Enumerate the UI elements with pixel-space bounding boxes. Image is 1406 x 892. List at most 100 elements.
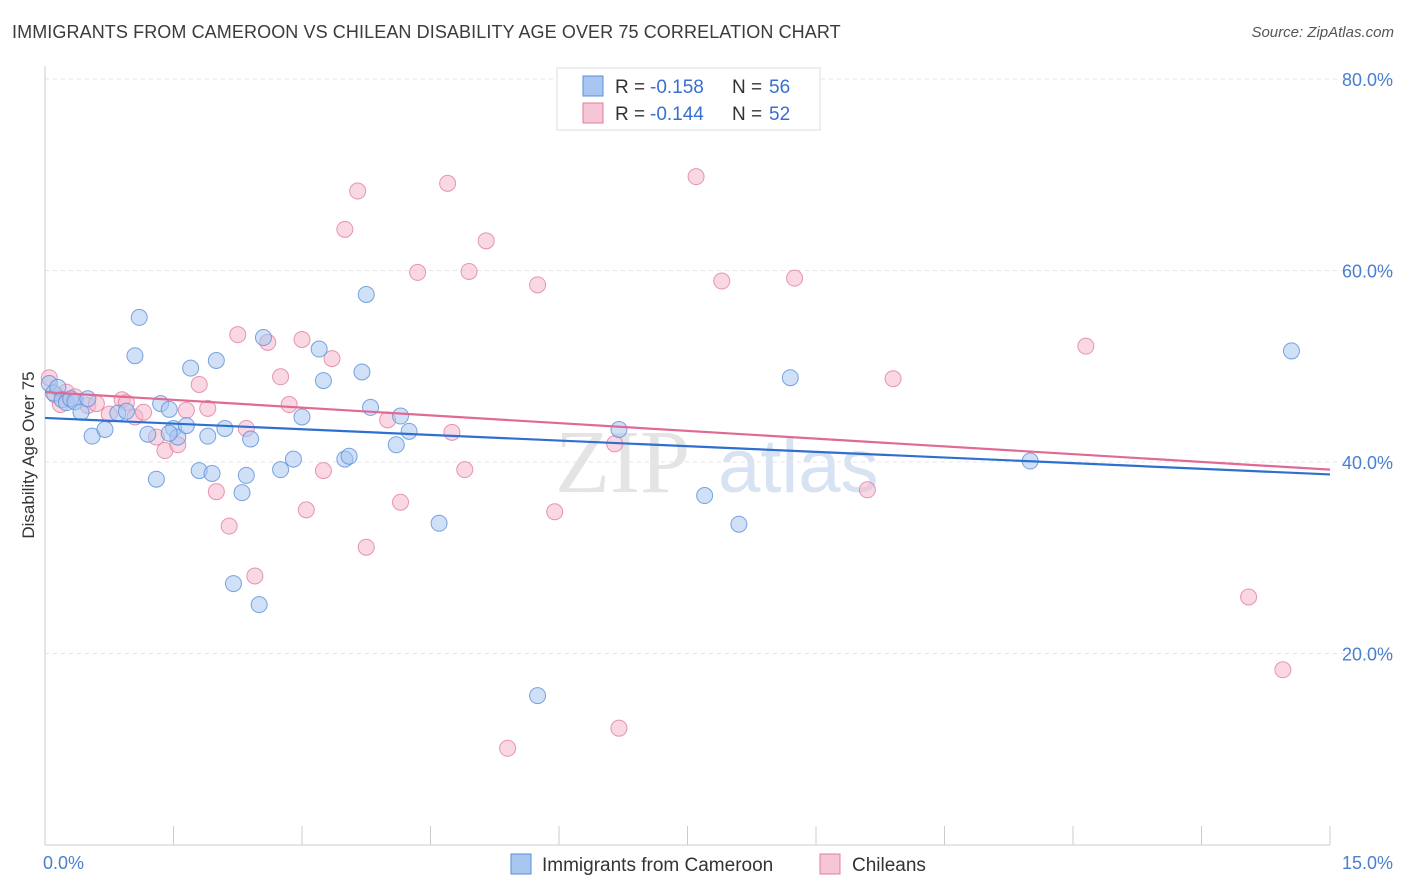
legend-n-value-1: 56	[769, 77, 790, 98]
point-chileans	[246, 567, 264, 585]
y-tick-label: 40.0%	[1342, 453, 1393, 473]
point-chileans	[610, 719, 628, 737]
bottom-legend-swatch-blue	[510, 853, 532, 875]
point-cameroon	[353, 363, 371, 381]
legend-r-value-2: -0.144	[650, 104, 704, 125]
point-cameroon	[284, 450, 302, 468]
point-cameroon	[160, 400, 178, 418]
point-cameroon	[730, 515, 748, 533]
point-chileans	[392, 493, 410, 511]
point-cameroon	[1282, 342, 1300, 360]
point-cameroon	[160, 424, 178, 442]
point-chileans	[1274, 661, 1292, 679]
legend-n-label-2: N =	[732, 104, 762, 125]
chart-title: IMMIGRANTS FROM CAMEROON VS CHILEAN DISA…	[12, 22, 841, 42]
point-chileans	[190, 375, 208, 393]
y-axis-label: Disability Age Over 75	[19, 371, 38, 538]
point-cameroon	[293, 408, 311, 426]
point-chileans	[546, 503, 564, 521]
trend-line-cameroon	[44, 416, 1331, 476]
point-cameroon	[314, 372, 332, 390]
point-chileans	[357, 538, 375, 556]
data-points	[40, 168, 1300, 757]
point-cameroon	[357, 285, 375, 303]
point-cameroon	[233, 484, 251, 502]
legend-n-label-1: N =	[732, 77, 762, 98]
point-cameroon	[130, 308, 148, 326]
point-cameroon	[147, 470, 165, 488]
point-chileans	[349, 182, 367, 200]
point-chileans	[439, 174, 457, 192]
point-chileans	[280, 396, 298, 414]
bottom-legend-label-chileans: Chileans	[852, 855, 926, 876]
point-chileans	[477, 232, 495, 250]
point-cameroon	[203, 464, 221, 482]
correlation-legend: R = -0.158 N = 56 R = -0.144 N = 52	[556, 67, 821, 131]
point-chileans	[456, 461, 474, 479]
point-cameroon	[392, 407, 410, 425]
legend-swatch-pink	[582, 102, 604, 124]
point-cameroon	[224, 575, 242, 593]
point-chileans	[323, 350, 341, 368]
grid-lines	[45, 78, 1393, 654]
bottom-legend-swatch-pink	[819, 853, 841, 875]
point-cameroon	[216, 419, 234, 437]
point-cameroon	[237, 466, 255, 484]
point-cameroon	[79, 390, 97, 408]
point-chileans	[499, 739, 517, 757]
point-cameroon	[529, 687, 547, 705]
point-chileans	[293, 330, 311, 348]
y-tick-label: 60.0%	[1342, 262, 1393, 282]
point-chileans	[786, 269, 804, 287]
point-chileans	[884, 370, 902, 388]
point-chileans	[858, 481, 876, 499]
point-chileans	[713, 272, 731, 290]
point-chileans	[443, 423, 461, 441]
point-chileans	[177, 401, 195, 419]
point-cameroon	[96, 420, 114, 438]
point-cameroon	[310, 340, 328, 358]
point-chileans	[207, 483, 225, 501]
trend-lines	[44, 391, 1331, 476]
point-cameroon	[781, 369, 799, 387]
series-legend: Immigrants from Cameroon Chileans	[510, 853, 926, 876]
point-cameroon	[139, 425, 157, 443]
point-cameroon	[242, 430, 260, 448]
bottom-legend-label-cameroon: Immigrants from Cameroon	[542, 855, 773, 876]
point-cameroon	[696, 487, 714, 505]
point-cameroon	[272, 461, 290, 479]
point-chileans	[272, 368, 290, 386]
legend-n-value-2: 52	[769, 104, 790, 125]
point-cameroon	[254, 329, 272, 347]
point-chileans	[1240, 588, 1258, 606]
point-cameroon	[177, 417, 195, 435]
point-chileans	[220, 517, 238, 535]
point-cameroon	[182, 359, 200, 377]
y-tick-label: 20.0%	[1342, 645, 1393, 665]
point-cameroon	[126, 347, 144, 365]
x-tick-label-max: 15.0%	[1342, 853, 1393, 873]
y-tick-labels: 20.0% 40.0% 60.0% 80.0%	[1342, 70, 1393, 665]
legend-r-label-1: R =	[615, 77, 645, 98]
point-cameroon	[340, 447, 358, 465]
point-cameroon	[207, 352, 225, 370]
legend-r-value-1: -0.158	[650, 77, 704, 98]
y-tick-label: 80.0%	[1342, 70, 1393, 90]
point-cameroon	[430, 514, 448, 532]
point-chileans	[135, 403, 153, 421]
point-chileans	[529, 276, 547, 294]
point-chileans	[1077, 337, 1095, 355]
axes	[44, 66, 1331, 846]
point-cameroon	[387, 436, 405, 454]
point-chileans	[199, 399, 217, 417]
point-cameroon	[199, 427, 217, 445]
point-chileans	[409, 263, 427, 281]
point-cameroon	[610, 420, 628, 438]
point-cameroon	[400, 422, 418, 440]
legend-r-label-2: R =	[615, 104, 645, 125]
source-credit: Source: ZipAtlas.com	[1251, 24, 1394, 41]
point-chileans	[460, 262, 478, 280]
point-chileans	[687, 168, 705, 186]
point-chileans	[336, 220, 354, 238]
